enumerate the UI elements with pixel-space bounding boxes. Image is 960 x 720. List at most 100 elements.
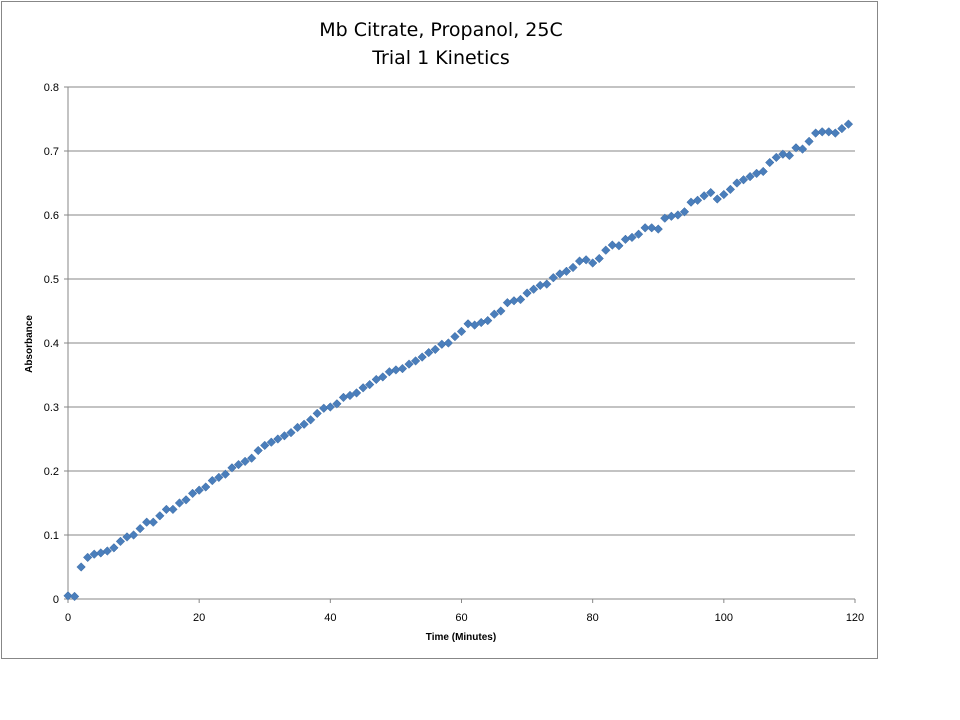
x-tick-label: 100 — [715, 612, 733, 624]
data-point — [607, 240, 617, 250]
data-points — [63, 119, 854, 602]
data-point — [522, 288, 532, 298]
data-point — [187, 488, 198, 499]
data-point — [469, 320, 480, 330]
data-point — [102, 546, 113, 556]
data-point — [253, 445, 263, 456]
data-point — [555, 269, 565, 279]
chart-title: Mb Citrate, Propanol, 25C — [319, 19, 562, 41]
data-point — [732, 178, 742, 188]
data-point — [325, 402, 335, 412]
data-point — [568, 262, 578, 273]
data-point — [588, 258, 598, 268]
data-point — [286, 427, 296, 438]
data-point — [496, 306, 506, 316]
chart-area: Mb Citrate, Propanol, 25C Trial 1 Kineti… — [1, 1, 878, 659]
y-tick-label: 0 — [53, 594, 59, 606]
y-tick-label: 0.4 — [44, 338, 59, 350]
data-point — [220, 469, 231, 479]
data-point — [279, 431, 290, 441]
data-point — [574, 256, 585, 266]
data-point — [830, 128, 840, 138]
data-point — [63, 591, 73, 601]
data-point — [148, 517, 158, 527]
y-tick-label: 0.2 — [44, 466, 59, 478]
x-tick-label: 60 — [455, 612, 467, 624]
data-point — [430, 344, 440, 355]
data-point — [738, 175, 749, 185]
data-point — [699, 191, 709, 201]
data-point — [450, 331, 460, 342]
data-point — [817, 127, 827, 137]
data-point — [365, 379, 375, 390]
chart-subtitle: Trial 1 Kinetics — [371, 47, 510, 69]
data-point — [345, 390, 355, 401]
data-point — [378, 372, 388, 382]
axes — [64, 86, 856, 603]
data-point — [306, 415, 316, 425]
data-point — [463, 319, 473, 329]
data-point — [76, 562, 86, 572]
data-point — [207, 475, 217, 486]
data-point — [706, 187, 716, 198]
data-point — [810, 128, 821, 138]
data-point — [371, 374, 381, 385]
scatter-chart: Mb Citrate, Propanol, 25C Trial 1 Kineti… — [24, 19, 864, 643]
data-point — [843, 119, 854, 129]
data-point — [528, 284, 539, 294]
tick-labels: 0 0.1 0.2 0.3 0.4 0.5 0.6 0.7 0.8 0 20 40 60 80 100 120 — [44, 82, 864, 624]
x-tick-label: 0 — [65, 612, 71, 624]
data-point — [292, 422, 303, 433]
data-point — [633, 229, 644, 239]
data-point — [456, 326, 467, 337]
data-point — [679, 207, 690, 217]
data-point — [594, 253, 604, 264]
data-point — [181, 495, 191, 505]
data-point — [483, 315, 493, 326]
data-point — [194, 485, 204, 495]
data-point — [260, 440, 270, 451]
data-point — [614, 241, 624, 251]
data-point — [745, 171, 755, 182]
data-point — [273, 434, 283, 444]
data-point — [135, 523, 145, 534]
data-point — [424, 347, 434, 358]
data-point — [692, 195, 703, 205]
data-point — [161, 504, 172, 515]
data-point — [404, 359, 414, 369]
data-point — [266, 437, 276, 447]
data-point — [791, 143, 801, 153]
data-point — [142, 517, 152, 527]
data-point — [804, 136, 814, 147]
data-point — [397, 363, 408, 374]
data-point — [351, 388, 362, 398]
data-point — [627, 232, 637, 243]
data-point — [174, 498, 185, 508]
data-point — [548, 273, 558, 283]
data-point — [115, 536, 126, 547]
y-tick-label: 0.3 — [44, 402, 59, 414]
data-point — [515, 294, 526, 305]
data-point — [712, 194, 722, 204]
data-point — [417, 352, 427, 362]
gridlines — [68, 86, 855, 536]
data-point — [437, 339, 447, 349]
data-point — [299, 419, 309, 429]
x-tick-label: 120 — [846, 612, 864, 624]
data-point — [824, 127, 834, 137]
data-point — [758, 166, 768, 177]
data-point — [653, 224, 663, 234]
data-point — [319, 403, 329, 413]
data-point — [771, 152, 781, 163]
data-point — [168, 504, 178, 515]
data-point — [109, 543, 119, 553]
data-point — [227, 463, 237, 473]
data-point — [797, 144, 808, 154]
data-point — [83, 552, 93, 563]
x-tick-label: 20 — [193, 612, 205, 624]
data-point — [69, 591, 80, 602]
x-tick-label: 40 — [324, 612, 336, 624]
data-point — [312, 408, 322, 419]
data-point — [601, 245, 611, 255]
data-point — [778, 149, 788, 159]
